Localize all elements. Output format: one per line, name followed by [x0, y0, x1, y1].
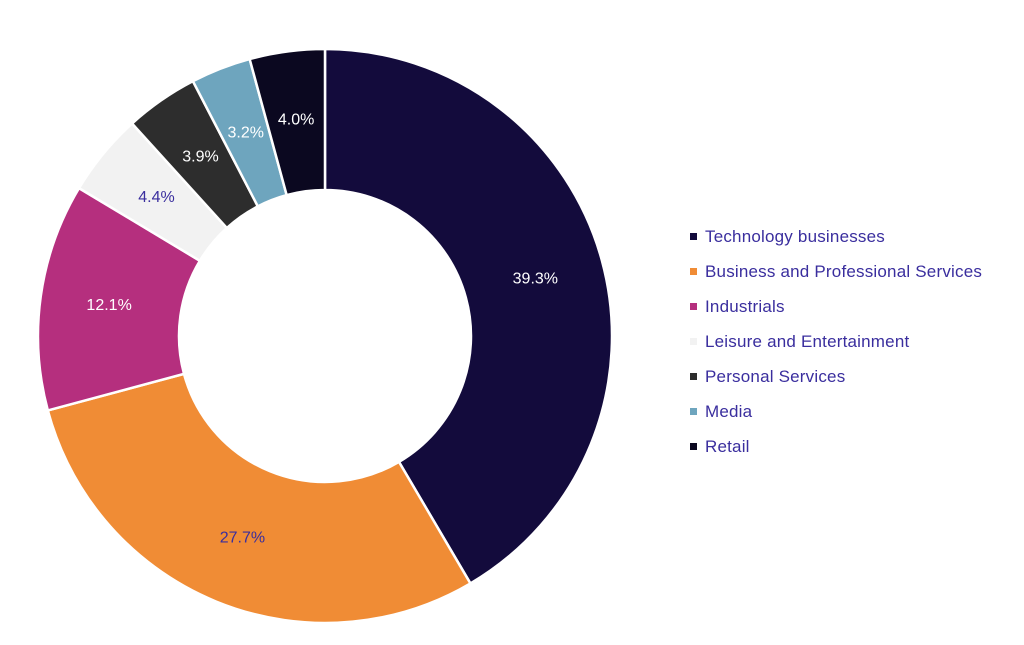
- slice-business-and-professional-services: [46, 372, 472, 625]
- slice-value-label: 3.9%: [182, 149, 218, 166]
- legend-label: Retail: [705, 436, 750, 456]
- slice-value-label: 4.0%: [278, 111, 314, 128]
- slice-value-label: 3.2%: [228, 124, 264, 141]
- slice-value-label: 12.1%: [86, 297, 131, 314]
- slice-value-label: 27.7%: [220, 529, 265, 546]
- slice-value-label: 39.3%: [513, 270, 558, 287]
- legend-swatch: [690, 233, 697, 240]
- legend-item-industrials: Industrials: [690, 289, 982, 324]
- legend-label: Leisure and Entertainment: [705, 331, 910, 351]
- legend-item-technology-businesses: Technology businesses: [690, 219, 982, 254]
- legend-label: Personal Services: [705, 366, 846, 386]
- legend-item-retail: Retail: [690, 429, 982, 464]
- slice-retail: [248, 47, 327, 197]
- legend-item-personal-services: Personal Services: [690, 359, 982, 394]
- legend-swatch: [690, 408, 697, 415]
- legend-label: Media: [705, 401, 753, 421]
- legend-item-business-and-professional-services: Business and Professional Services: [690, 254, 982, 289]
- legend-item-leisure-and-entertainment: Leisure and Entertainment: [690, 324, 982, 359]
- chart-legend: Technology businesses Business and Profe…: [690, 219, 982, 464]
- legend-swatch: [690, 338, 697, 345]
- legend-label: Business and Professional Services: [705, 261, 983, 281]
- legend-swatch: [690, 373, 697, 380]
- legend-swatch: [690, 303, 697, 310]
- legend-swatch: [690, 443, 697, 450]
- legend-label: Industrials: [705, 296, 785, 316]
- legend-label: Technology businesses: [705, 226, 885, 246]
- legend-swatch: [690, 268, 697, 275]
- slice-technology-businesses: [323, 47, 614, 585]
- slice-industrials: [36, 186, 202, 412]
- slice-value-label: 4.4%: [138, 189, 174, 206]
- legend-item-media: Media: [690, 394, 982, 429]
